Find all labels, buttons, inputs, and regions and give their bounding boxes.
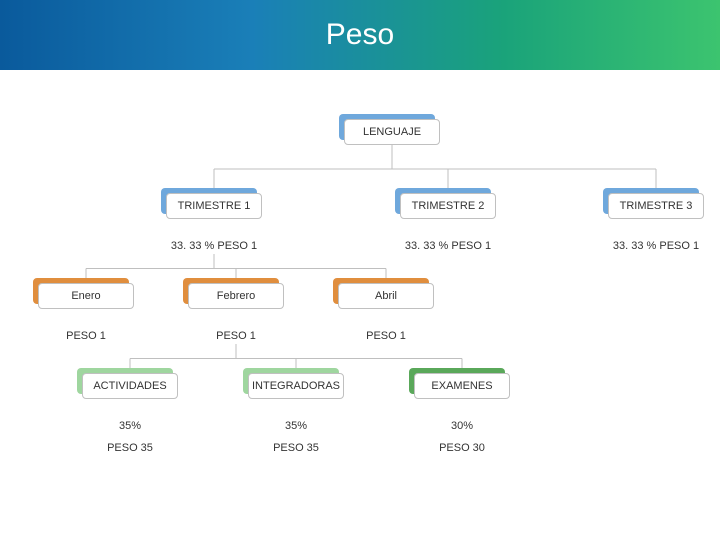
sub1-categoria-3: 30% xyxy=(402,420,522,432)
page-title: Peso xyxy=(326,18,394,52)
node-mes-3: Abril xyxy=(338,283,434,309)
sub1-categoria-1: 35% xyxy=(70,420,190,432)
sub2-categoria-2: PESO 35 xyxy=(236,442,356,454)
node-categoria-2: INTEGRADORAS xyxy=(248,373,344,399)
sub-trimestre-2: 33. 33 % PESO 1 xyxy=(388,240,508,252)
sub-mes-3: PESO 1 xyxy=(326,330,446,342)
node-categoria-3: EXAMENES xyxy=(414,373,510,399)
node-trimestre-1: TRIMESTRE 1 xyxy=(166,193,262,219)
sub-trimestre-3: 33. 33 % PESO 1 xyxy=(596,240,716,252)
node-root: LENGUAJE xyxy=(344,119,440,145)
sub-trimestre-1: 33. 33 % PESO 1 xyxy=(154,240,274,252)
org-chart: LENGUAJE TRIMESTRE 1 33. 33 % PESO 1 TRIMES… xyxy=(0,70,720,540)
node-mes-2: Febrero xyxy=(188,283,284,309)
node-categoria-1: ACTIVIDADES xyxy=(82,373,178,399)
sub-mes-1: PESO 1 xyxy=(26,330,146,342)
sub2-categoria-3: PESO 30 xyxy=(402,442,522,454)
header-banner: Peso xyxy=(0,0,720,70)
node-trimestre-3: TRIMESTRE 3 xyxy=(608,193,704,219)
sub-mes-2: PESO 1 xyxy=(176,330,296,342)
node-trimestre-2: TRIMESTRE 2 xyxy=(400,193,496,219)
sub2-categoria-1: PESO 35 xyxy=(70,442,190,454)
node-mes-1: Enero xyxy=(38,283,134,309)
sub1-categoria-2: 35% xyxy=(236,420,356,432)
